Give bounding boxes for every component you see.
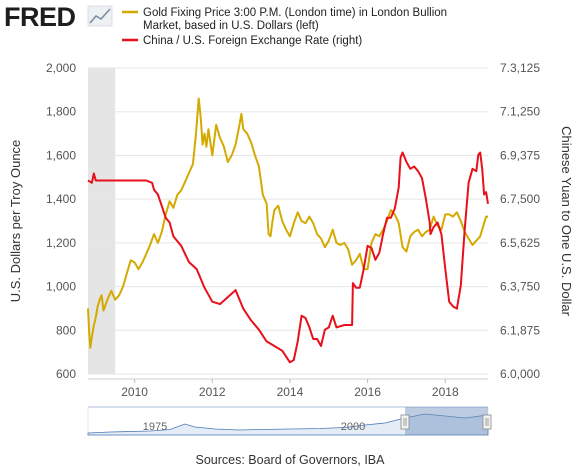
navigator-label-2000: 2000	[341, 421, 365, 433]
right-tick-label: 7.3,125	[500, 61, 540, 75]
left-tick-label: 1,200	[46, 236, 76, 250]
cny-usd-line	[87, 151, 489, 364]
left-tick-label: 1,000	[46, 280, 76, 294]
navigator-right-handle[interactable]	[482, 414, 492, 430]
right-tick-label: 6.1,875	[500, 323, 540, 337]
right-tick-label: 6.0,000	[500, 367, 540, 381]
left-tick-label: 2,000	[46, 61, 76, 75]
legend-label-gold: Market, based in U.S. Dollars (left)	[143, 20, 319, 32]
right-tick-label: 6.3,750	[500, 280, 540, 294]
x-tick-label: 2018	[432, 385, 459, 399]
navigator-left-handle[interactable]	[400, 414, 410, 430]
fred-logo-text: FRED	[4, 2, 76, 32]
x-tick-label: 2014	[277, 385, 304, 399]
right-axis-ticks: 7.3,125 7.1,250 6.9,375 6.7,500 6.5,625 6.3,7…	[500, 61, 540, 381]
gridlines	[88, 67, 488, 375]
left-axis-ticks: 2,000 1,800 1,600 1,400 1,200 1,000 800 600	[46, 61, 76, 381]
legend-label-gold: Gold Fixing Price 3:00 P.M. (London time…	[143, 7, 447, 19]
right-tick-label: 6.5,625	[500, 236, 540, 250]
right-axis-label: Chinese Yuan to One U.S. Dollar	[559, 126, 574, 316]
x-tick-label: 2010	[121, 385, 148, 399]
navigator-label-1975: 1975	[143, 421, 167, 433]
source-note: Sources: Board of Governors, IBA	[196, 453, 386, 467]
navigator[interactable]: 1975 2000	[87, 406, 492, 436]
recession-shading	[88, 68, 116, 374]
right-tick-label: 6.9,375	[500, 148, 540, 162]
left-axis-label: U.S. Dollars per Troy Ounce	[8, 140, 23, 303]
fred-chart-icon	[87, 5, 113, 27]
x-tick-label: 2012	[199, 385, 226, 399]
left-tick-label: 1,800	[46, 105, 76, 119]
x-tick-label: 2016	[354, 385, 381, 399]
series-group	[87, 97, 489, 364]
right-tick-label: 7.1,250	[500, 105, 540, 119]
left-tick-label: 1,600	[46, 148, 76, 162]
right-tick-label: 6.7,500	[500, 192, 540, 206]
legend-label-cny: China / U.S. Foreign Exchange Rate (righ…	[143, 35, 362, 47]
navigator-selection[interactable]	[405, 407, 488, 435]
left-tick-label: 800	[56, 323, 76, 337]
left-tick-label: 1,400	[46, 192, 76, 206]
plot-area	[88, 68, 488, 374]
left-tick-label: 600	[56, 367, 76, 381]
gold-price-line	[87, 97, 488, 349]
navigator-series	[87, 413, 489, 436]
fred-logo[interactable]: FRED	[4, 2, 113, 32]
x-axis-ticks: 2010 2012 2014 2016 2018	[88, 378, 488, 399]
legend: Gold Fixing Price 3:00 P.M. (London time…	[122, 7, 447, 47]
